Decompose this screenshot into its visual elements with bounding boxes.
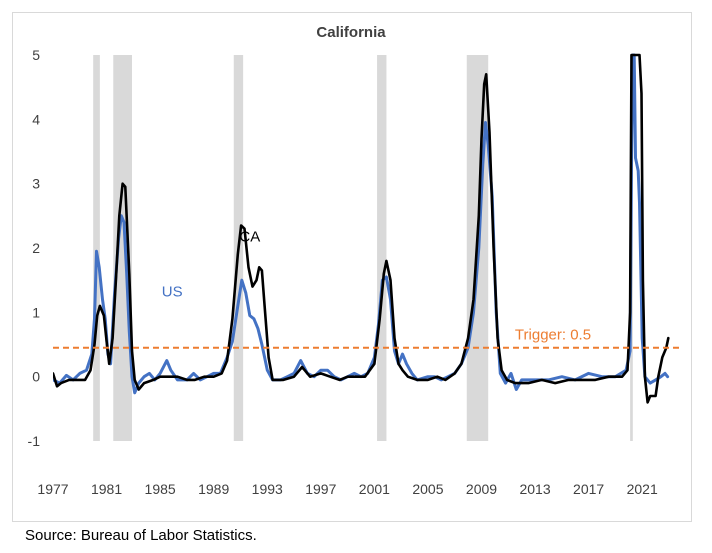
trigger-line-group: Trigger: 0.5 [53, 327, 683, 349]
series-label-ca: CA [239, 229, 260, 246]
x-tick-label: 1981 [91, 481, 122, 497]
x-tick-label: 1997 [305, 481, 336, 497]
series-label-us: US [162, 283, 183, 300]
x-tick-label: 2009 [466, 481, 497, 497]
recession-band [93, 55, 100, 441]
x-tick-label: 2013 [519, 481, 550, 497]
y-tick-label: 4 [32, 111, 40, 127]
chart-title: California [316, 24, 386, 41]
x-tick-label: 1985 [145, 481, 176, 497]
source-note: Source: Bureau of Labor Statistics. [25, 527, 257, 544]
y-tick-label: 5 [32, 47, 40, 63]
series-line-ca [53, 53, 670, 404]
trigger-label: Trigger: 0.5 [515, 327, 591, 344]
series-labels: US CA [162, 229, 261, 301]
y-tick-label: 2 [32, 240, 40, 256]
x-tick-label: 1993 [252, 481, 283, 497]
y-tick-label: 0 [32, 369, 40, 385]
x-tick-label: 2021 [627, 481, 658, 497]
series-lines [53, 53, 670, 404]
x-tick-label: 1977 [37, 481, 68, 497]
chart-frame: California 5 4 3 2 1 0 -1 1977 1981 1985 1989 1993 1… [12, 12, 692, 522]
x-tick-label: 2005 [412, 481, 443, 497]
x-tick-label: 2001 [359, 481, 390, 497]
x-tick-label: 1989 [198, 481, 229, 497]
x-tick-label: 2017 [573, 481, 604, 497]
chart-svg: California 5 4 3 2 1 0 -1 1977 1981 1985 1989 1993 1… [28, 24, 683, 497]
recession-band [113, 55, 133, 441]
y-tick-label: -1 [28, 433, 41, 449]
axes: 5 4 3 2 1 0 -1 1977 1981 1985 1989 1993 1997 2001 2005… [28, 47, 658, 497]
y-tick-label: 1 [32, 304, 40, 320]
y-tick-label: 3 [32, 176, 40, 192]
recession-band [377, 55, 387, 441]
